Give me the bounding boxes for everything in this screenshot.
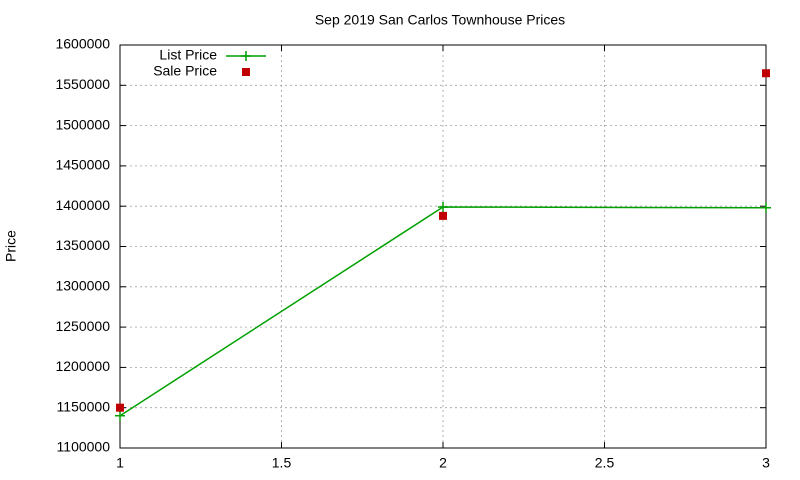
legend-label: Sale Price [153, 63, 217, 79]
y-tick-label: 1450000 [55, 157, 110, 173]
data-point [761, 202, 771, 213]
x-tick-label: 3 [762, 455, 770, 471]
y-tick-label: 1500000 [55, 116, 110, 132]
y-tick-label: 1600000 [55, 36, 110, 52]
x-tick-label: 1.5 [272, 455, 292, 471]
y-tick-label: 1350000 [55, 237, 110, 253]
y-tick-label: 1150000 [57, 398, 111, 414]
x-tick-label: 1 [116, 455, 124, 471]
data-point [115, 410, 125, 421]
y-tick-label: 1200000 [55, 358, 110, 374]
y-tick-label: 1300000 [55, 278, 110, 294]
x-tick-label: 2.5 [595, 455, 615, 471]
data-point [116, 403, 124, 412]
y-tick-label: 1400000 [55, 197, 110, 213]
legend-marker [242, 68, 250, 76]
y-tick-label: 1100000 [57, 439, 111, 455]
x-tick-label: 2 [439, 455, 447, 471]
chart-title: Sep 2019 San Carlos Townhouse Prices [315, 12, 565, 28]
data-point [438, 202, 448, 213]
plot-border [119, 44, 767, 449]
y-tick-label: 1550000 [55, 76, 110, 92]
legend-marker [241, 51, 251, 61]
legend-label: List Price [159, 47, 217, 63]
y-tick-label: 1250000 [55, 318, 110, 334]
data-point [762, 69, 770, 78]
y-axis-label: Price [3, 230, 19, 262]
data-point [439, 211, 447, 220]
